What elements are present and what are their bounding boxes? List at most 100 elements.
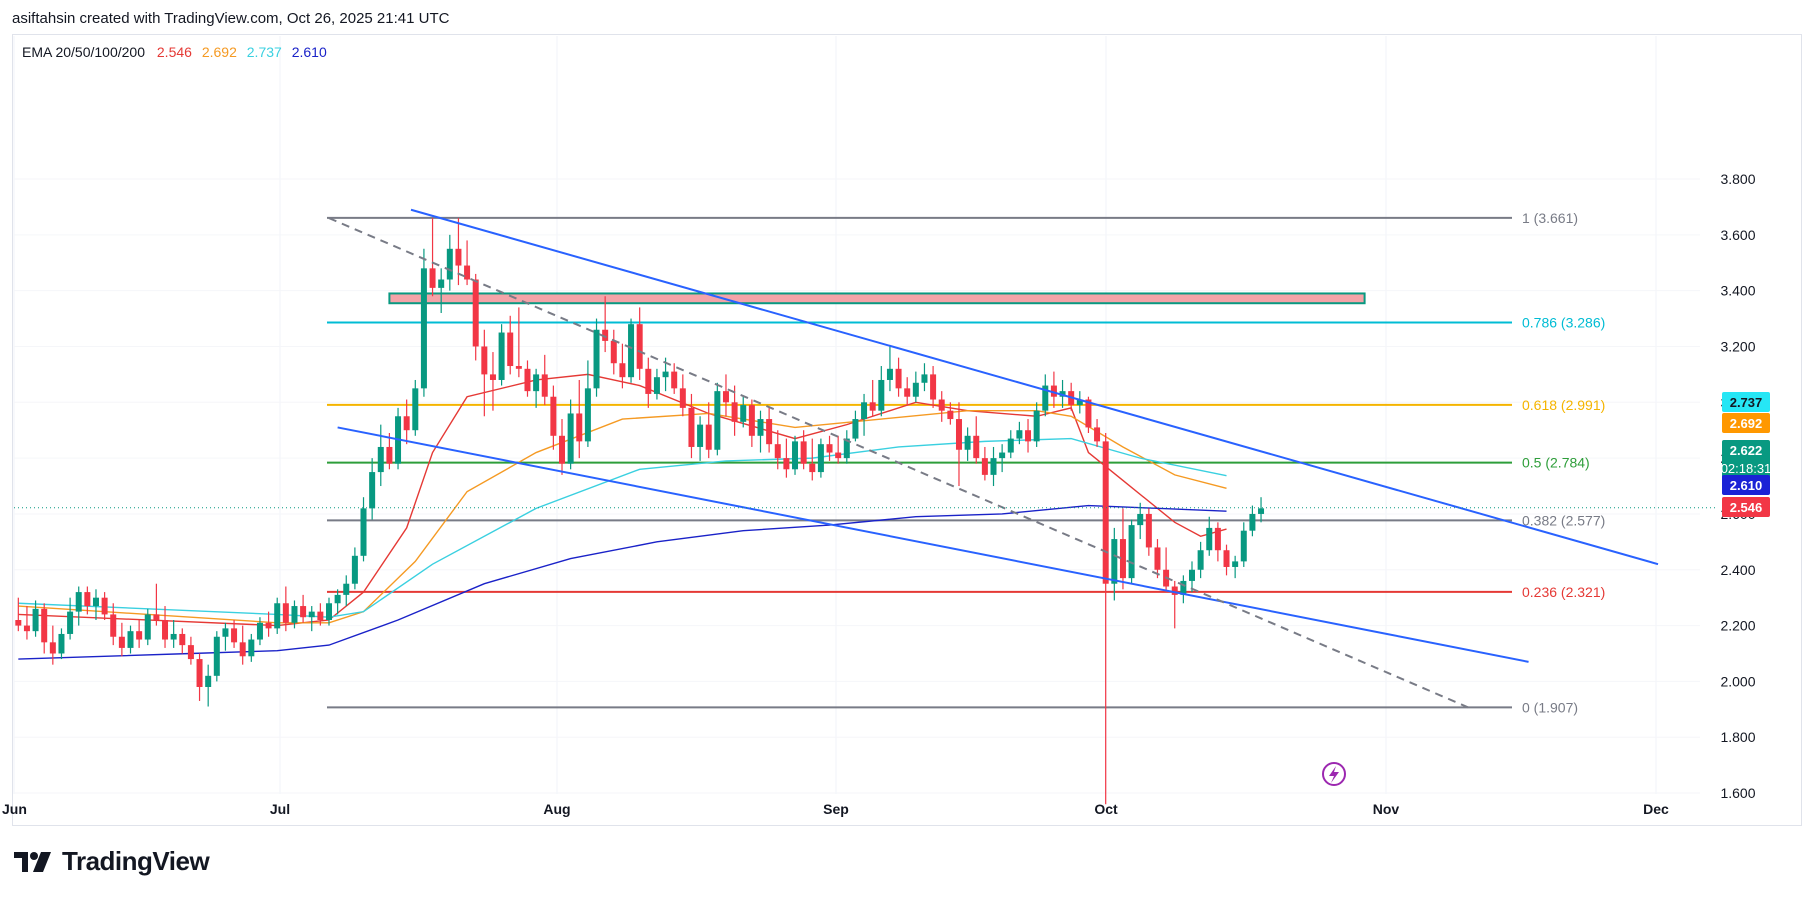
candle[interactable] — [41, 603, 48, 654]
candle[interactable] — [75, 586, 82, 626]
candle[interactable] — [576, 379, 583, 459]
candle[interactable] — [524, 360, 531, 397]
candle[interactable] — [999, 444, 1006, 473]
candle[interactable] — [1128, 519, 1135, 584]
candle[interactable] — [101, 592, 108, 621]
candle[interactable] — [386, 433, 393, 470]
candle[interactable] — [1145, 508, 1152, 556]
candle[interactable] — [438, 268, 445, 313]
candle[interactable] — [904, 377, 911, 406]
candle[interactable] — [1188, 561, 1195, 593]
candle[interactable] — [938, 391, 945, 422]
candle[interactable] — [740, 396, 747, 428]
candle[interactable] — [420, 248, 427, 397]
candle[interactable] — [446, 234, 453, 291]
candle[interactable] — [222, 622, 229, 651]
candle[interactable] — [930, 366, 937, 408]
candle[interactable] — [567, 399, 574, 470]
candle[interactable] — [610, 329, 617, 375]
candle[interactable] — [1197, 541, 1204, 579]
candle[interactable] — [274, 597, 281, 634]
flash-icon[interactable] — [1322, 762, 1346, 786]
candle[interactable] — [990, 446, 997, 487]
candle[interactable] — [947, 402, 954, 425]
candle[interactable] — [118, 622, 125, 657]
candle[interactable] — [308, 606, 315, 632]
candle[interactable] — [593, 318, 600, 397]
candle[interactable] — [1025, 419, 1032, 453]
candle[interactable] — [705, 402, 712, 459]
candle[interactable] — [645, 357, 652, 408]
fib-diagonal-dashed[interactable] — [328, 217, 1469, 709]
candle[interactable] — [489, 352, 496, 411]
candle[interactable] — [403, 399, 410, 445]
candle[interactable] — [239, 625, 246, 665]
candle[interactable] — [282, 586, 289, 632]
candle[interactable] — [619, 343, 626, 389]
candle[interactable] — [878, 366, 885, 417]
candle[interactable] — [697, 416, 704, 461]
candle[interactable] — [584, 360, 591, 447]
candle[interactable] — [1154, 539, 1161, 579]
candle[interactable] — [58, 628, 65, 660]
candle[interactable] — [766, 407, 773, 453]
candle[interactable] — [852, 410, 859, 442]
candle[interactable] — [722, 374, 729, 417]
candle[interactable] — [49, 625, 56, 665]
candle[interactable] — [498, 324, 505, 386]
candle[interactable] — [783, 438, 790, 478]
candle[interactable] — [895, 357, 902, 397]
trendline[interactable] — [410, 208, 1659, 566]
candle[interactable] — [628, 318, 635, 383]
candle[interactable] — [869, 379, 876, 417]
candle[interactable] — [748, 399, 755, 447]
candle[interactable] — [136, 620, 143, 648]
candle[interactable] — [325, 597, 332, 626]
candle[interactable] — [1249, 505, 1256, 537]
candle[interactable] — [1016, 421, 1023, 445]
candle[interactable] — [843, 430, 850, 464]
candle[interactable] — [800, 430, 807, 470]
candle[interactable] — [679, 374, 686, 417]
candle[interactable] — [481, 329, 488, 417]
candle[interactable] — [300, 594, 307, 623]
candle[interactable] — [179, 628, 186, 654]
candle[interactable] — [541, 354, 548, 406]
candle[interactable] — [170, 620, 177, 648]
candle[interactable] — [1206, 516, 1213, 556]
candle[interactable] — [464, 240, 471, 286]
candle[interactable] — [1171, 580, 1178, 629]
candle[interactable] — [809, 438, 816, 481]
candle[interactable] — [714, 382, 721, 456]
candle[interactable] — [1137, 502, 1144, 540]
candle[interactable] — [32, 600, 39, 637]
candle[interactable] — [955, 402, 962, 487]
candle[interactable] — [248, 633, 255, 662]
candle[interactable] — [1214, 522, 1221, 562]
candle[interactable] — [671, 363, 678, 394]
candle[interactable] — [162, 606, 169, 648]
candle[interactable] — [602, 296, 609, 353]
candle[interactable] — [205, 664, 212, 707]
candle[interactable] — [23, 606, 30, 640]
candle[interactable] — [412, 379, 419, 436]
candle[interactable] — [92, 589, 99, 621]
candle[interactable] — [1111, 527, 1118, 601]
candle[interactable] — [144, 608, 151, 646]
candle[interactable] — [964, 427, 971, 461]
candle[interactable] — [1223, 544, 1230, 576]
chart-frame[interactable] — [12, 34, 1802, 826]
candle[interactable] — [533, 368, 540, 408]
candle[interactable] — [731, 385, 738, 436]
candle[interactable] — [1094, 419, 1101, 447]
candle[interactable] — [636, 307, 643, 380]
candle[interactable] — [1232, 555, 1239, 579]
candle[interactable] — [559, 419, 566, 475]
candle[interactable] — [921, 363, 928, 392]
candle[interactable] — [1033, 402, 1040, 447]
candle[interactable] — [1240, 522, 1247, 567]
candle[interactable] — [377, 424, 384, 487]
candle[interactable] — [213, 631, 220, 682]
candle[interactable] — [369, 458, 376, 520]
resistance-zone[interactable] — [388, 292, 1366, 305]
